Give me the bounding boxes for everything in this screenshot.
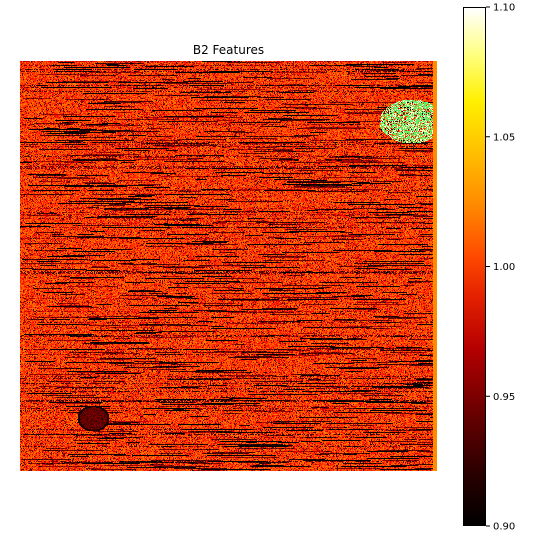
colorbar-tick-label: 0.95 — [493, 392, 515, 403]
colorbar-tick-label: 1.00 — [493, 262, 515, 273]
colorbar-tick-label: 1.10 — [493, 3, 515, 14]
colorbar — [463, 7, 486, 526]
heatmap-image — [20, 61, 437, 471]
chart-title: B2 Features — [192, 43, 265, 57]
colorbar-tick-label: 0.90 — [493, 522, 515, 533]
colorbar-tick-label: 1.05 — [493, 132, 515, 143]
